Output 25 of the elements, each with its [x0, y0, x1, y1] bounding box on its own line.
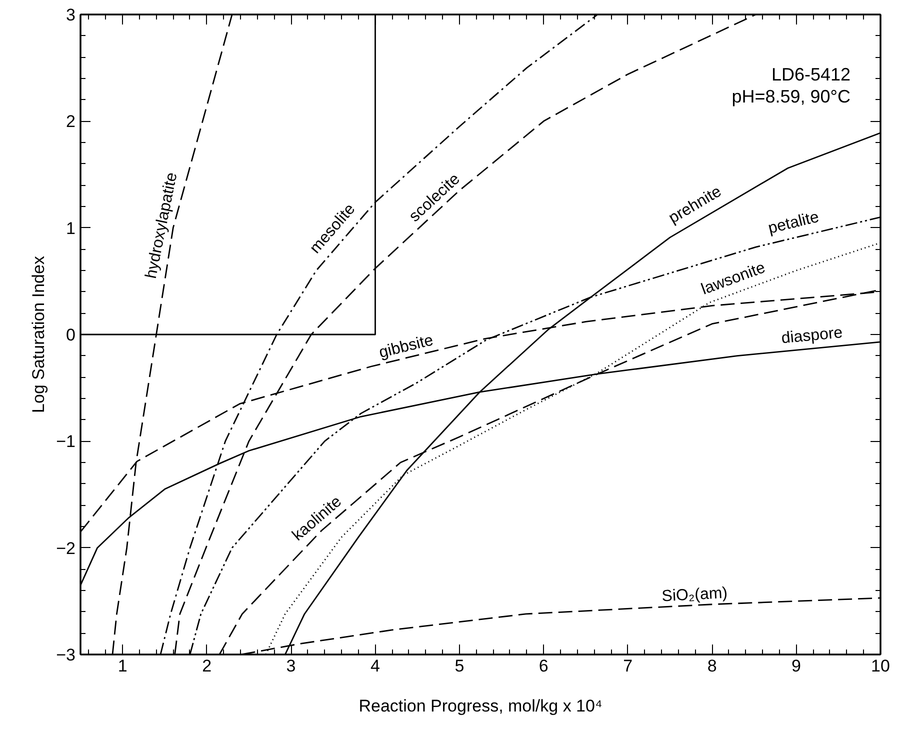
y-tick-label: 1: [66, 218, 76, 238]
x-tick-label: 8: [707, 656, 717, 676]
y-tick-label: −3: [56, 646, 76, 664]
annotation: petalite: [766, 208, 821, 238]
x-tick-label: 5: [454, 656, 464, 676]
x-axis-title: Reaction Progress, mol/kg x 10⁴: [358, 696, 602, 716]
annotation: diaspore: [780, 324, 844, 348]
x-tick-label: 9: [792, 656, 802, 676]
y-tick-label: −2: [56, 538, 76, 558]
x-tick-label: 7: [623, 656, 633, 676]
y-tick-label: 0: [66, 326, 76, 344]
y-tick-label: 2: [66, 112, 76, 132]
x-tick-label: 4: [370, 656, 380, 676]
y-tick-label: −1: [56, 432, 76, 452]
annotation: pH=8.59, 90°C: [732, 86, 851, 106]
annotation: gibbsite: [377, 332, 436, 362]
x-tick-label: 3: [286, 656, 296, 676]
x-tick-label: 6: [538, 656, 548, 676]
annotation: LD6-5412: [771, 64, 851, 84]
x-tick-label: 10: [871, 656, 890, 676]
annotation: SiO₂(am): [661, 584, 728, 606]
x-tick-label: 2: [202, 656, 212, 676]
y-tick-label: 3: [66, 6, 76, 24]
y-axis-title: Log Saturation Index: [29, 256, 48, 413]
x-tick-label: 1: [118, 656, 128, 676]
